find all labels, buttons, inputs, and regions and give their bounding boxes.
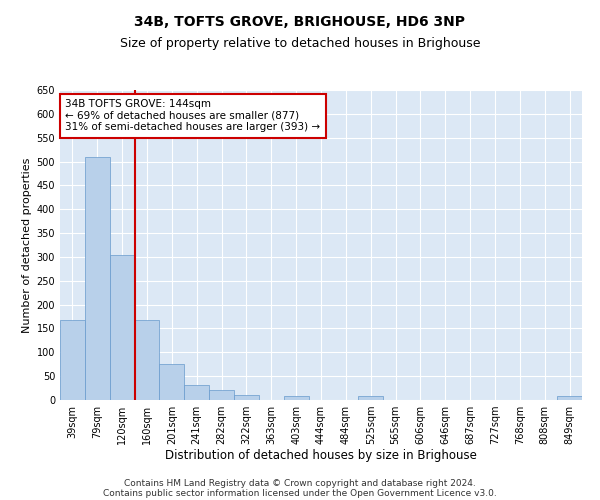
Bar [557, 396, 582, 400]
Text: Size of property relative to detached houses in Brighouse: Size of property relative to detached ho… [120, 38, 480, 51]
Text: Contains HM Land Registry data © Crown copyright and database right 2024.: Contains HM Land Registry data © Crown c… [124, 478, 476, 488]
Text: Contains public sector information licensed under the Open Government Licence v3: Contains public sector information licen… [103, 488, 497, 498]
Bar [284, 396, 308, 400]
Bar [60, 320, 85, 400]
Text: 34B TOFTS GROVE: 144sqm
← 69% of detached houses are smaller (877)
31% of semi-d: 34B TOFTS GROVE: 144sqm ← 69% of detache… [65, 100, 320, 132]
Bar [358, 396, 383, 400]
Bar [160, 364, 184, 400]
Bar [209, 390, 234, 400]
Y-axis label: Number of detached properties: Number of detached properties [22, 158, 32, 332]
Bar [184, 385, 209, 400]
Bar [134, 320, 160, 400]
Bar [110, 254, 134, 400]
Bar [234, 395, 259, 400]
X-axis label: Distribution of detached houses by size in Brighouse: Distribution of detached houses by size … [165, 448, 477, 462]
Text: 34B, TOFTS GROVE, BRIGHOUSE, HD6 3NP: 34B, TOFTS GROVE, BRIGHOUSE, HD6 3NP [134, 15, 466, 29]
Bar [85, 157, 110, 400]
